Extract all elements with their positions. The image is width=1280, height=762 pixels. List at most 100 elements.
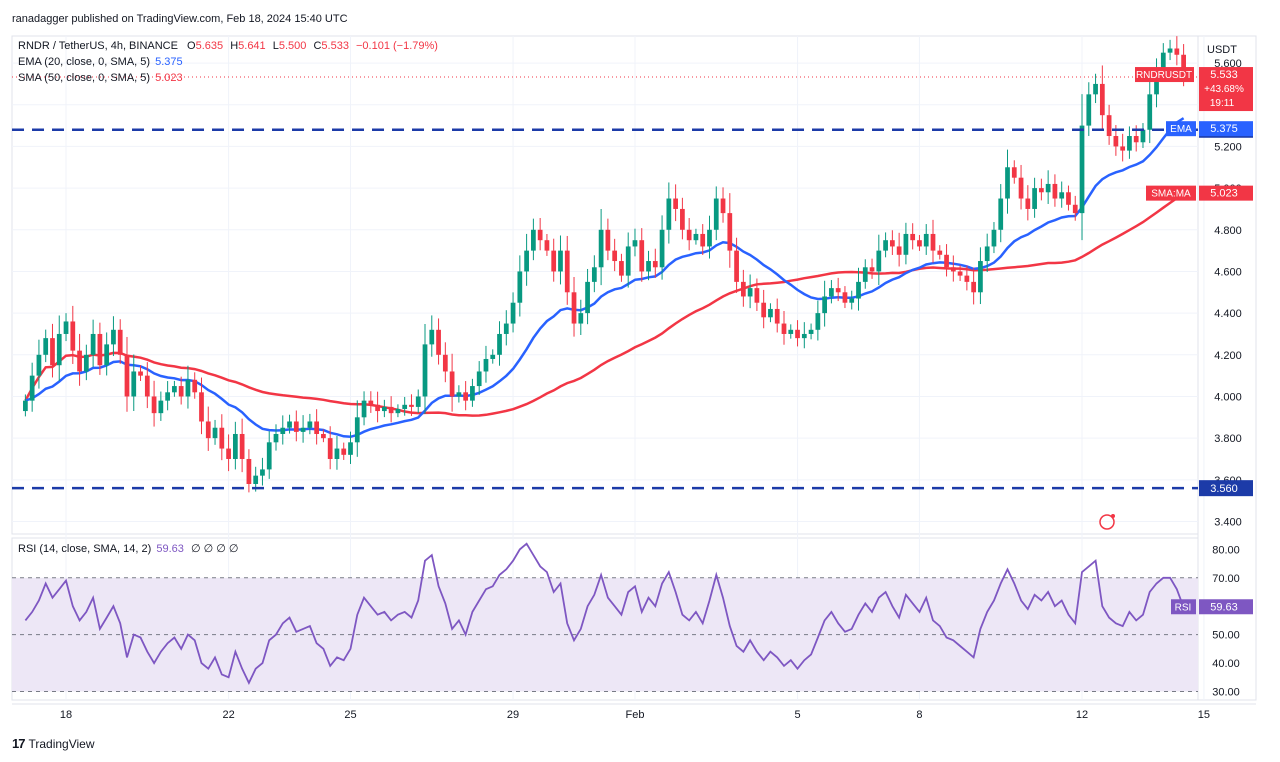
flash-icon xyxy=(1099,514,1115,530)
candle-body xyxy=(226,448,231,459)
candle-body xyxy=(815,313,821,330)
candle-body xyxy=(1025,198,1031,209)
candle-body xyxy=(673,198,678,209)
rsi-name-label: RSI xyxy=(1175,602,1192,613)
candle-body xyxy=(199,392,204,422)
rsi-value-label: 59.63 xyxy=(1210,601,1238,613)
candle-body xyxy=(585,281,590,314)
candle-body xyxy=(178,386,184,397)
time-tick-label: 12 xyxy=(1076,709,1088,721)
candle-body xyxy=(1181,54,1186,78)
candle-body xyxy=(144,375,150,397)
candle-body xyxy=(510,302,516,324)
rsi-tick-label: 30.00 xyxy=(1212,686,1240,698)
candle-body xyxy=(422,344,428,397)
candle-body xyxy=(571,292,577,324)
candle-body xyxy=(862,267,868,282)
candle-body xyxy=(1133,136,1139,143)
candle-body xyxy=(232,433,238,459)
candle-body xyxy=(517,271,523,303)
candle-body xyxy=(564,250,570,293)
symbol-badge xyxy=(1135,67,1194,83)
candle-body xyxy=(923,233,929,247)
price-tick-label: 4.800 xyxy=(1214,225,1242,237)
candle-body xyxy=(876,250,882,272)
ohlc-change: −0.101 (−1.79%) xyxy=(356,40,438,52)
candle-body xyxy=(300,427,306,432)
rsi-legend-value: 59.63 xyxy=(156,543,184,555)
sma-legend-value: 5.023 xyxy=(155,72,183,84)
rsi-legend: RSI (14, close, SMA, 14, 2) 59.63 ∅ ∅ ∅ … xyxy=(18,542,238,555)
candle-body xyxy=(1072,204,1078,214)
tradingview-footer[interactable]: 17 TradingView xyxy=(12,736,95,751)
ohlc-high: 5.641 xyxy=(238,40,266,52)
candle-body xyxy=(470,386,475,401)
candle-body xyxy=(991,229,997,247)
candle-body xyxy=(910,233,916,241)
candle-body xyxy=(856,281,861,299)
candle-body xyxy=(531,229,536,251)
candle-body xyxy=(1106,115,1112,137)
candle-body xyxy=(835,288,841,293)
candle-body xyxy=(375,404,380,412)
candle-body xyxy=(1167,48,1173,53)
ema-name-badge xyxy=(1166,121,1196,137)
candle-body xyxy=(307,421,313,428)
candle-body xyxy=(1160,52,1166,74)
price-badge xyxy=(1199,67,1253,112)
candle-body xyxy=(253,475,259,484)
candle-body xyxy=(429,329,435,345)
candle-body xyxy=(619,261,624,276)
candle-body xyxy=(266,442,272,470)
ohlc-close: 5.533 xyxy=(321,40,349,52)
candle-body xyxy=(1113,136,1119,147)
candle-body xyxy=(761,302,767,318)
candle-body xyxy=(43,338,49,355)
candle-body xyxy=(883,240,888,251)
time-tick-label: 29 xyxy=(507,709,519,721)
candle-body xyxy=(334,448,340,459)
rsi-legend-extra: ∅ ∅ ∅ ∅ xyxy=(190,543,239,555)
candle-body xyxy=(1120,146,1126,151)
candle-body xyxy=(896,246,902,255)
publisher-header: ranadagger published on TradingView.com,… xyxy=(12,13,348,25)
candle-body xyxy=(1174,48,1180,55)
rsi-tick-label: 70.00 xyxy=(1212,573,1240,585)
candle-body xyxy=(537,229,543,241)
candle-body xyxy=(185,379,191,397)
candle-body xyxy=(29,375,35,401)
candle-body xyxy=(158,400,164,414)
candle-body xyxy=(50,338,55,366)
candle-body xyxy=(1032,188,1037,209)
candle-body xyxy=(1079,125,1085,214)
candle-body xyxy=(1140,129,1146,143)
candle-body xyxy=(63,321,69,334)
candle-body xyxy=(90,333,96,355)
candle-body xyxy=(436,329,441,355)
candle-body xyxy=(964,275,970,282)
ema-20-line xyxy=(24,117,1185,439)
candle-body xyxy=(111,329,116,345)
candle-body xyxy=(1099,83,1105,116)
candle-body xyxy=(117,329,123,355)
candle-body xyxy=(795,329,800,339)
candle-body xyxy=(605,229,611,251)
candle-body xyxy=(172,386,177,393)
sma-name-label: SMA:MA xyxy=(1151,189,1191,200)
candle-body xyxy=(138,371,143,376)
candle-body xyxy=(273,433,279,443)
candle-body xyxy=(944,254,949,268)
candle-body xyxy=(395,408,401,414)
candle-body xyxy=(713,198,719,230)
candle-body xyxy=(693,233,699,241)
candle-body xyxy=(1045,183,1051,193)
candle-body xyxy=(632,240,638,247)
candle-body xyxy=(151,396,157,414)
candle-body xyxy=(774,308,780,324)
candle-body xyxy=(205,421,211,439)
time-tick-label: 18 xyxy=(60,709,72,721)
candle-body xyxy=(652,261,658,268)
ema-value-badge xyxy=(1199,121,1253,137)
candle-body xyxy=(70,321,76,351)
candle-body xyxy=(754,288,760,303)
